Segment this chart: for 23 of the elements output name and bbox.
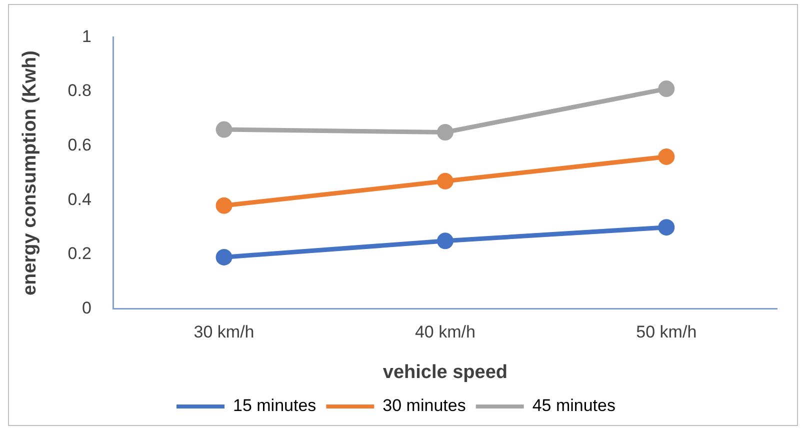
x-tick-label: 40 km/h	[414, 322, 476, 342]
point	[436, 232, 454, 250]
point	[216, 197, 232, 214]
legend-label: 15 minutes	[233, 396, 316, 416]
point	[216, 248, 232, 266]
y-tick-label: 0.4	[68, 190, 92, 209]
y-tick-label: 0.2	[68, 244, 92, 264]
point	[658, 148, 675, 165]
x-axis-title: vehicle speed	[382, 362, 508, 383]
point	[658, 80, 675, 98]
y-axis-title: energy consumption (Kwh)	[20, 50, 41, 296]
point	[658, 219, 675, 236]
point	[216, 121, 232, 138]
legend-label: 45 minutes	[532, 396, 616, 416]
y-tick-label: 0	[82, 298, 92, 318]
y-tick-label: 0.6	[68, 136, 92, 155]
x-tick-label: 30 km/h	[194, 322, 254, 342]
point	[436, 172, 454, 190]
point	[436, 124, 454, 141]
x-tick-label: 50 km/h	[636, 322, 697, 342]
y-tick-label: 1	[82, 26, 92, 46]
legend-label: 30 minutes	[382, 396, 466, 416]
y-tick-label: 0.8	[68, 81, 92, 100]
